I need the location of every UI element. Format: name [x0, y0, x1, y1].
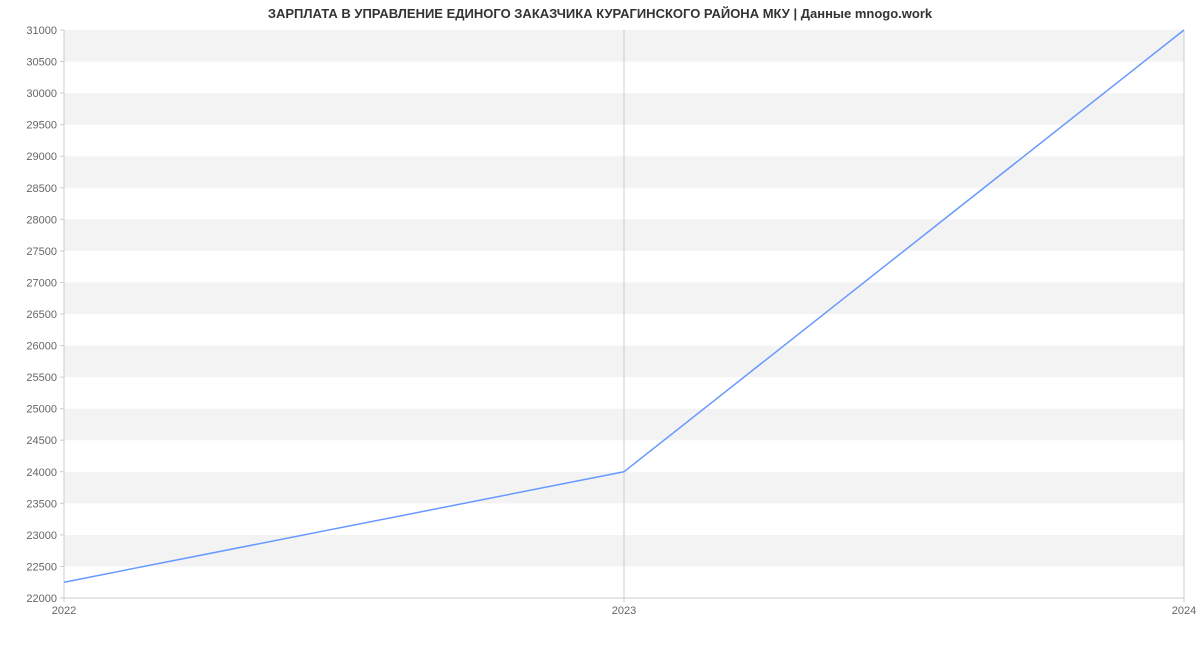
x-tick-label: 2022 [52, 605, 76, 617]
y-tick-label: 29500 [26, 120, 57, 132]
y-tick-label: 23000 [26, 530, 57, 542]
y-tick-label: 22000 [26, 593, 57, 605]
chart-svg: 22000 22500 23000 23500 24000 24500 25000 25500… [0, 0, 1200, 650]
y-tick-label: 29000 [26, 151, 57, 163]
x-tick-label: 2023 [612, 605, 636, 617]
y-tick-label: 22500 [26, 561, 57, 573]
y-tick-label: 28000 [26, 214, 57, 226]
x-tick-label: 2024 [1172, 605, 1196, 617]
y-tick-label: 30500 [26, 57, 57, 69]
y-tick-label: 27000 [26, 277, 57, 289]
y-tick-label: 23500 [26, 498, 57, 510]
y-tick-label: 27500 [26, 246, 57, 258]
y-tick-label: 26500 [26, 309, 57, 321]
y-tick-label: 25500 [26, 372, 57, 384]
y-tick-label: 24500 [26, 435, 57, 447]
y-tick-label: 31000 [26, 25, 57, 37]
y-tick-label: 24000 [26, 467, 57, 479]
y-tick-label: 26000 [26, 341, 57, 353]
y-tick-label: 25000 [26, 404, 57, 416]
y-tick-label: 28500 [26, 183, 57, 195]
chart-title: ЗАРПЛАТА В УПРАВЛЕНИЕ ЕДИНОГО ЗАКАЗЧИКА … [0, 6, 1200, 21]
salary-line-chart: ЗАРПЛАТА В УПРАВЛЕНИЕ ЕДИНОГО ЗАКАЗЧИКА … [0, 0, 1200, 650]
y-tick-label: 30000 [26, 88, 57, 100]
